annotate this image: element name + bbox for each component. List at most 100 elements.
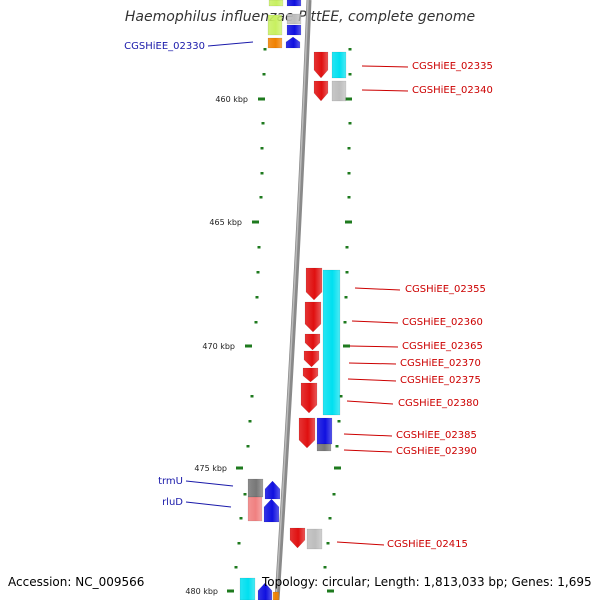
scale-label: 460 kbp bbox=[215, 95, 248, 104]
gene-arrow bbox=[263, 498, 280, 523]
label-connector bbox=[185, 480, 234, 487]
gene-block bbox=[306, 528, 323, 550]
label-connector bbox=[348, 362, 397, 365]
gene-block bbox=[331, 80, 347, 102]
genome-backbone bbox=[274, 0, 312, 600]
label-connector bbox=[361, 65, 409, 68]
gene-label-reverse: CGSHiEE_02390 bbox=[396, 446, 477, 457]
scale-label: 475 kbp bbox=[194, 464, 227, 473]
gene-block bbox=[316, 443, 332, 452]
gene-label-reverse: CGSHiEE_02415 bbox=[387, 539, 468, 550]
gene-block bbox=[286, 0, 302, 7]
scale-label: 465 kbp bbox=[209, 218, 242, 227]
minor-tick bbox=[263, 48, 267, 51]
genome-stats-text: Topology: circular; Length: 1,813,033 bp… bbox=[262, 575, 592, 589]
major-tick bbox=[236, 466, 243, 470]
gene-arrow bbox=[264, 480, 281, 500]
minor-tick bbox=[335, 445, 339, 448]
gene-block bbox=[247, 478, 264, 498]
minor-tick bbox=[256, 271, 260, 274]
major-tick bbox=[227, 589, 234, 593]
scale-label: 480 kbp bbox=[185, 587, 218, 596]
label-connector bbox=[343, 433, 393, 437]
gene-label-reverse: CGSHiEE_02360 bbox=[402, 317, 483, 328]
label-connector bbox=[346, 400, 394, 405]
gene-arrow bbox=[300, 382, 318, 414]
minor-tick bbox=[260, 172, 264, 175]
major-tick bbox=[252, 220, 259, 224]
label-connector bbox=[336, 541, 385, 546]
genome-backbone-highlight bbox=[275, 0, 309, 600]
gene-label-reverse: CGSHiEE_02335 bbox=[412, 61, 493, 72]
minor-tick bbox=[254, 321, 258, 324]
gene-label-reverse: CGSHiEE_02340 bbox=[412, 85, 493, 96]
minor-tick bbox=[343, 321, 347, 324]
label-connector bbox=[354, 287, 401, 291]
gene-arrow bbox=[285, 36, 301, 49]
gene-block bbox=[331, 51, 347, 79]
minor-tick bbox=[345, 246, 349, 249]
gene-block bbox=[286, 13, 302, 25]
gene-arrow bbox=[298, 417, 316, 449]
minor-tick bbox=[328, 517, 332, 520]
minor-tick bbox=[345, 271, 349, 274]
minor-tick bbox=[259, 196, 263, 199]
label-connector bbox=[351, 320, 399, 324]
gene-block bbox=[247, 496, 263, 522]
minor-tick bbox=[332, 493, 336, 496]
label-connector bbox=[343, 449, 393, 453]
scale-label: 470 kbp bbox=[202, 342, 235, 351]
gene-arrow bbox=[313, 80, 329, 102]
minor-tick bbox=[337, 420, 341, 423]
gene-arrow bbox=[289, 527, 306, 549]
minor-tick bbox=[250, 395, 254, 398]
minor-tick bbox=[344, 296, 348, 299]
gene-block bbox=[272, 591, 280, 600]
minor-tick bbox=[255, 296, 259, 299]
gene-block bbox=[267, 14, 283, 36]
gene-label-forward: trmU bbox=[158, 476, 183, 487]
gene-arrow bbox=[257, 582, 273, 600]
gene-arrow bbox=[303, 350, 320, 368]
minor-tick bbox=[348, 122, 352, 125]
minor-tick bbox=[347, 147, 351, 150]
major-tick bbox=[258, 97, 265, 101]
gene-label-reverse: CGSHiEE_02370 bbox=[400, 358, 481, 369]
gene-arrow bbox=[304, 333, 321, 351]
minor-tick bbox=[347, 196, 351, 199]
label-connector bbox=[349, 345, 399, 348]
gene-arrow bbox=[302, 367, 319, 383]
minor-tick bbox=[347, 172, 351, 175]
gene-label-reverse: CGSHiEE_02385 bbox=[396, 430, 477, 441]
minor-tick bbox=[323, 566, 327, 569]
gene-block bbox=[268, 0, 284, 7]
gene-block bbox=[316, 417, 333, 445]
gene-arrow bbox=[304, 301, 322, 333]
minor-tick bbox=[246, 445, 250, 448]
minor-tick bbox=[326, 542, 330, 545]
gene-arrow bbox=[313, 51, 329, 79]
gene-label-reverse: CGSHiEE_02355 bbox=[405, 284, 486, 295]
label-connector bbox=[361, 89, 409, 92]
minor-tick bbox=[239, 517, 243, 520]
major-tick bbox=[345, 220, 352, 224]
major-tick bbox=[343, 344, 350, 348]
gene-label-reverse: CGSHiEE_02365 bbox=[402, 341, 483, 352]
gene-block bbox=[239, 577, 256, 600]
gene-block bbox=[267, 37, 283, 49]
label-connector bbox=[347, 378, 397, 382]
minor-tick bbox=[260, 147, 264, 150]
gene-block bbox=[286, 24, 302, 36]
major-tick bbox=[327, 589, 334, 593]
gene-arrow bbox=[305, 267, 323, 301]
major-tick bbox=[245, 344, 252, 348]
minor-tick bbox=[348, 48, 352, 51]
minor-tick bbox=[339, 395, 343, 398]
minor-tick bbox=[248, 420, 252, 423]
minor-tick bbox=[257, 246, 261, 249]
major-tick bbox=[334, 466, 341, 470]
gene-label-forward: rluD bbox=[162, 497, 183, 508]
gene-label-forward: CGSHiEE_02330 bbox=[124, 41, 205, 52]
minor-tick bbox=[237, 542, 241, 545]
